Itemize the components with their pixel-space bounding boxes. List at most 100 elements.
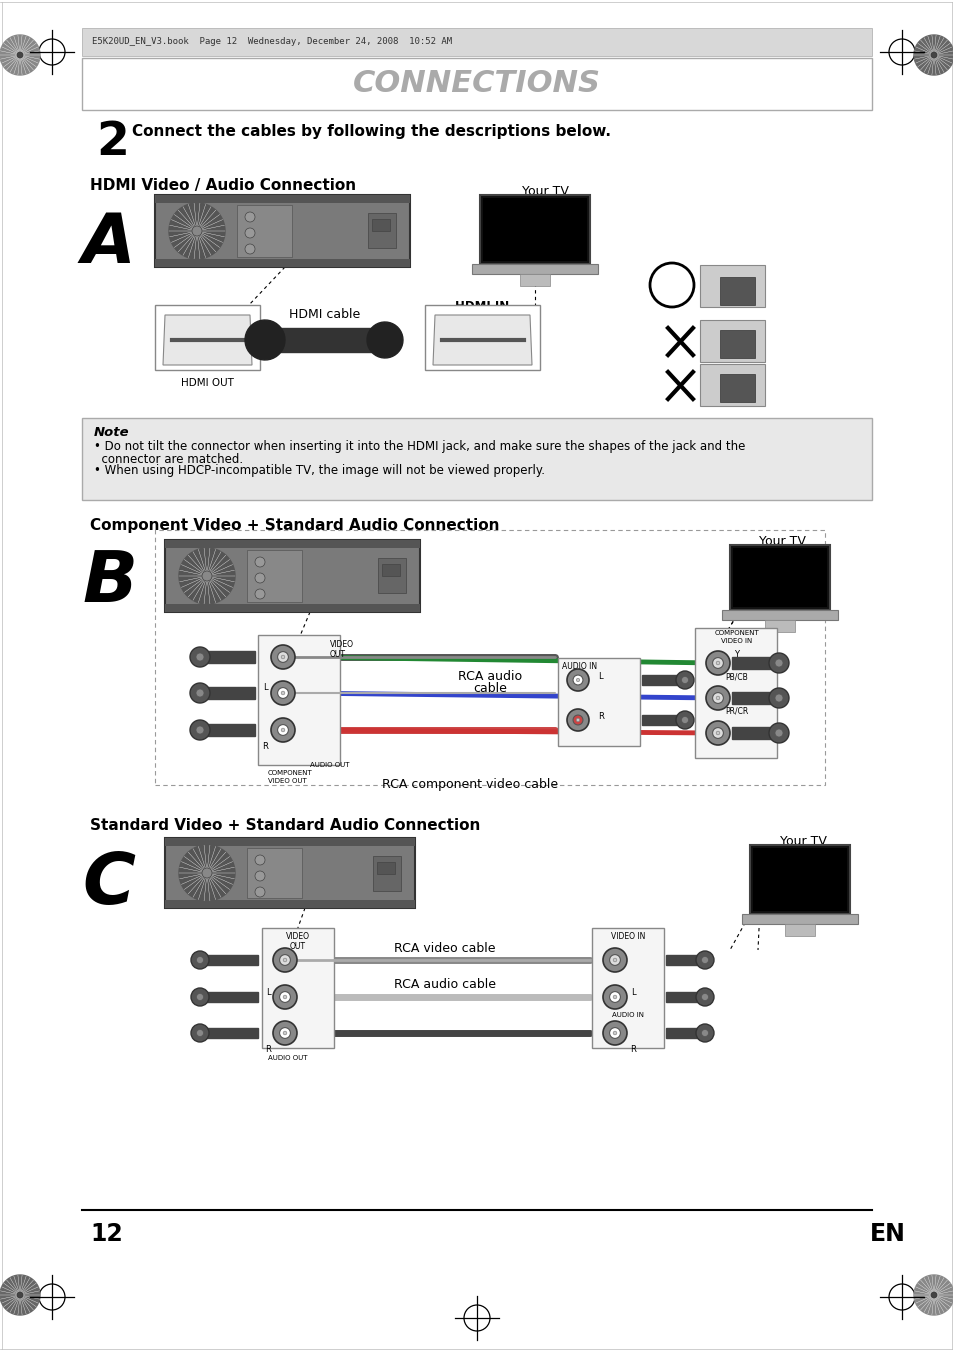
Circle shape <box>191 951 209 969</box>
Circle shape <box>190 684 210 703</box>
Text: L: L <box>265 988 270 997</box>
Text: AUDIO IN: AUDIO IN <box>562 662 597 671</box>
Bar <box>700 363 764 407</box>
Circle shape <box>254 557 265 567</box>
Bar <box>764 620 794 632</box>
Circle shape <box>566 669 588 690</box>
Text: L: L <box>598 671 602 681</box>
Polygon shape <box>913 1275 953 1315</box>
Circle shape <box>254 589 265 598</box>
Bar <box>424 305 539 370</box>
Circle shape <box>271 717 294 742</box>
Circle shape <box>277 688 288 698</box>
Bar <box>558 658 639 746</box>
Polygon shape <box>641 676 679 685</box>
Bar <box>479 195 589 263</box>
Circle shape <box>613 996 617 998</box>
Text: Component Video + Standard Audio Connection: Component Video + Standard Audio Connect… <box>90 517 499 534</box>
Polygon shape <box>665 955 700 965</box>
Circle shape <box>613 1031 617 1035</box>
Circle shape <box>576 719 579 721</box>
Circle shape <box>202 867 212 878</box>
Polygon shape <box>179 844 234 901</box>
Text: Your TV: Your TV <box>779 835 825 848</box>
Circle shape <box>254 855 265 865</box>
Circle shape <box>283 1031 287 1035</box>
Circle shape <box>573 715 582 725</box>
Circle shape <box>279 992 290 1002</box>
Text: 12: 12 <box>90 1223 123 1246</box>
Circle shape <box>700 993 708 1001</box>
Text: Connect the cables by following the descriptions below.: Connect the cables by following the desc… <box>132 124 610 139</box>
Circle shape <box>203 869 211 877</box>
Bar <box>749 844 849 913</box>
Polygon shape <box>731 692 774 704</box>
Circle shape <box>566 709 588 731</box>
Circle shape <box>277 651 288 662</box>
Bar <box>732 549 826 607</box>
Polygon shape <box>913 35 953 76</box>
Circle shape <box>705 721 729 744</box>
Circle shape <box>609 992 619 1002</box>
Circle shape <box>696 988 713 1006</box>
Text: R: R <box>598 712 603 721</box>
Text: VIDEO IN: VIDEO IN <box>610 932 644 942</box>
Circle shape <box>700 1029 708 1036</box>
Polygon shape <box>169 203 225 259</box>
Polygon shape <box>0 35 40 76</box>
Circle shape <box>271 681 294 705</box>
Text: cable: cable <box>473 682 506 694</box>
Circle shape <box>930 51 936 58</box>
Polygon shape <box>641 715 679 725</box>
Circle shape <box>281 692 285 694</box>
Bar <box>165 604 419 612</box>
Text: VIDEO IN: VIDEO IN <box>720 638 752 644</box>
Text: A: A <box>82 209 135 277</box>
Circle shape <box>245 245 254 254</box>
Text: VIDEO
OUT: VIDEO OUT <box>330 640 354 659</box>
Circle shape <box>768 723 788 743</box>
Circle shape <box>602 1021 626 1046</box>
Circle shape <box>273 948 296 971</box>
Polygon shape <box>205 688 254 698</box>
Polygon shape <box>205 1028 257 1038</box>
Circle shape <box>609 1028 619 1039</box>
Text: PB/CB: PB/CB <box>725 671 747 681</box>
Text: VIDEO OUT: VIDEO OUT <box>268 778 307 784</box>
Text: PR/CR: PR/CR <box>724 707 748 715</box>
Polygon shape <box>265 328 385 353</box>
Bar <box>700 265 764 307</box>
Circle shape <box>283 958 287 962</box>
Circle shape <box>279 955 290 966</box>
Text: R: R <box>630 1046 636 1054</box>
Text: L: L <box>262 684 267 692</box>
Text: • When using HDCP-incompatible TV, the image will not be viewed properly.: • When using HDCP-incompatible TV, the i… <box>94 463 544 477</box>
Circle shape <box>716 661 720 665</box>
Circle shape <box>676 711 693 730</box>
Circle shape <box>190 647 210 667</box>
Text: • Do not tilt the connector when inserting it into the HDMI jack, and make sure : • Do not tilt the connector when inserti… <box>94 440 744 453</box>
Bar <box>700 320 764 362</box>
Bar <box>752 848 846 911</box>
Text: AUDIO IN: AUDIO IN <box>612 1012 643 1019</box>
Circle shape <box>279 1028 290 1039</box>
Bar <box>741 913 857 924</box>
Text: Your TV: Your TV <box>521 185 568 199</box>
Bar <box>368 213 395 249</box>
Text: COMPONENT: COMPONENT <box>714 630 759 636</box>
Text: Note: Note <box>94 426 130 439</box>
Text: RCA audio cable: RCA audio cable <box>394 978 496 992</box>
Polygon shape <box>665 1028 700 1038</box>
Circle shape <box>195 653 204 661</box>
Text: RCA audio: RCA audio <box>457 670 521 684</box>
Circle shape <box>716 696 720 700</box>
Circle shape <box>712 728 722 739</box>
Circle shape <box>191 1024 209 1042</box>
Bar <box>381 563 399 576</box>
Circle shape <box>602 948 626 971</box>
Circle shape <box>700 957 708 963</box>
Text: RCA video cable: RCA video cable <box>394 942 496 955</box>
Text: HDMI OUT: HDMI OUT <box>180 378 233 388</box>
Circle shape <box>696 1024 713 1042</box>
Polygon shape <box>179 549 234 604</box>
